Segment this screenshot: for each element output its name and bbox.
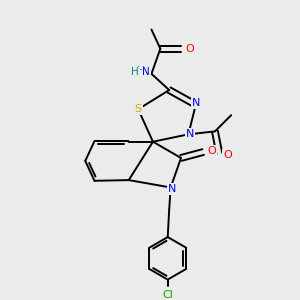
Text: O: O [207,146,216,156]
Text: H: H [131,67,139,77]
Text: Cl: Cl [162,290,173,300]
Text: O: O [185,44,194,54]
Text: H: H [137,66,145,76]
Text: S: S [135,104,142,114]
Text: N: N [168,184,176,194]
Text: N: N [192,98,200,108]
Text: H: H [137,66,145,76]
Text: N: N [142,67,150,77]
Text: O: O [223,150,232,160]
Text: N: N [186,129,194,139]
